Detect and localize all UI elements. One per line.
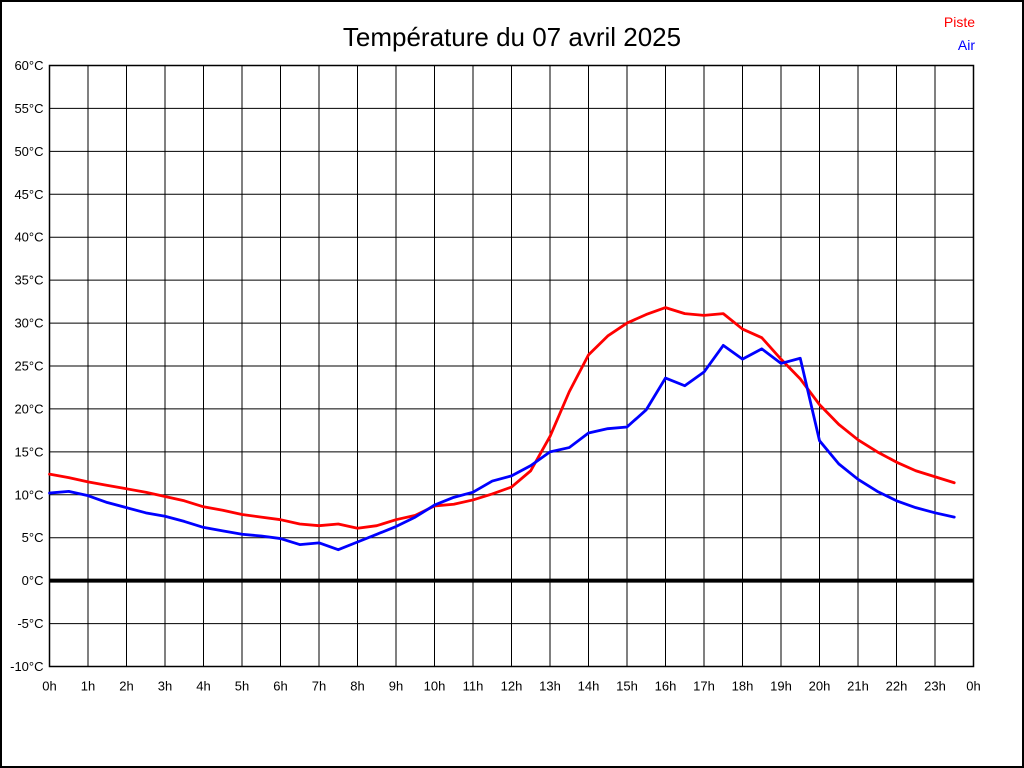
y-axis-tick-label: 40°C: [14, 230, 43, 245]
x-axis-tick-label: 18h: [732, 679, 754, 694]
x-axis-tick-label: 16h: [655, 679, 677, 694]
y-axis-tick-label: 55°C: [14, 101, 43, 116]
x-axis-tick-label: 11h: [463, 679, 484, 694]
x-axis-tick-label: 22h: [886, 679, 908, 694]
x-axis-tick-label: 3h: [158, 679, 172, 694]
legend-item-piste: Piste: [943, 14, 975, 30]
y-axis-tick-label: 10°C: [14, 487, 43, 502]
piste-temperature-line: [48, 306, 956, 530]
y-axis-tick-label: 45°C: [14, 187, 43, 202]
y-axis-tick-label: 30°C: [14, 316, 43, 331]
y-axis-tick-label: 5°C: [22, 530, 44, 545]
y-axis-tick-label: -5°C: [17, 616, 43, 631]
y-axis-tick-label: 50°C: [14, 144, 43, 159]
plot-border: [48, 64, 975, 668]
y-axis-tick-label: 15°C: [14, 444, 43, 459]
x-axis-tick-label: 2h: [119, 679, 133, 694]
x-axis-tick-label: 0h: [42, 679, 56, 694]
x-axis-tick-label: 20h: [809, 679, 831, 694]
x-axis-tick-label: 6h: [273, 679, 287, 694]
legend: Piste Air: [944, 11, 975, 57]
x-axis-tick-label: 17h: [693, 679, 715, 694]
x-axis-tick-label: 14h: [578, 679, 600, 694]
y-axis-tick-label: -10°C: [10, 659, 43, 674]
x-axis-tick-label: 10h: [424, 679, 446, 694]
x-axis-tick-label: 5h: [235, 679, 249, 694]
y-axis-tick-label: 20°C: [14, 401, 43, 416]
y-axis-tick-label: 0°C: [22, 573, 44, 588]
x-axis-tick-label: 13h: [539, 679, 561, 694]
air-temperature-line: [48, 343, 956, 552]
y-axis-tick-label: 35°C: [14, 273, 43, 288]
x-axis-tick-label: 1h: [81, 679, 95, 694]
x-axis-tick-label: 21h: [847, 679, 869, 694]
x-axis-tick-label: 4h: [196, 679, 210, 694]
x-axis-tick-label: 0h: [966, 679, 980, 694]
x-axis-tick-label: 12h: [501, 679, 523, 694]
y-axis-tick-label: 25°C: [14, 359, 43, 374]
x-axis-tick-label: 9h: [389, 679, 403, 694]
y-axis-tick-label: 60°C: [14, 58, 43, 73]
x-axis-tick-label: 7h: [312, 679, 326, 694]
x-axis-tick-label: 15h: [616, 679, 638, 694]
chart-title: Température du 07 avril 2025: [342, 22, 682, 52]
legend-item-air: Air: [957, 37, 975, 53]
x-axis-tick-label: 19h: [770, 679, 792, 694]
x-axis-tick-label: 8h: [350, 679, 364, 694]
x-axis-tick-label: 23h: [924, 679, 946, 694]
